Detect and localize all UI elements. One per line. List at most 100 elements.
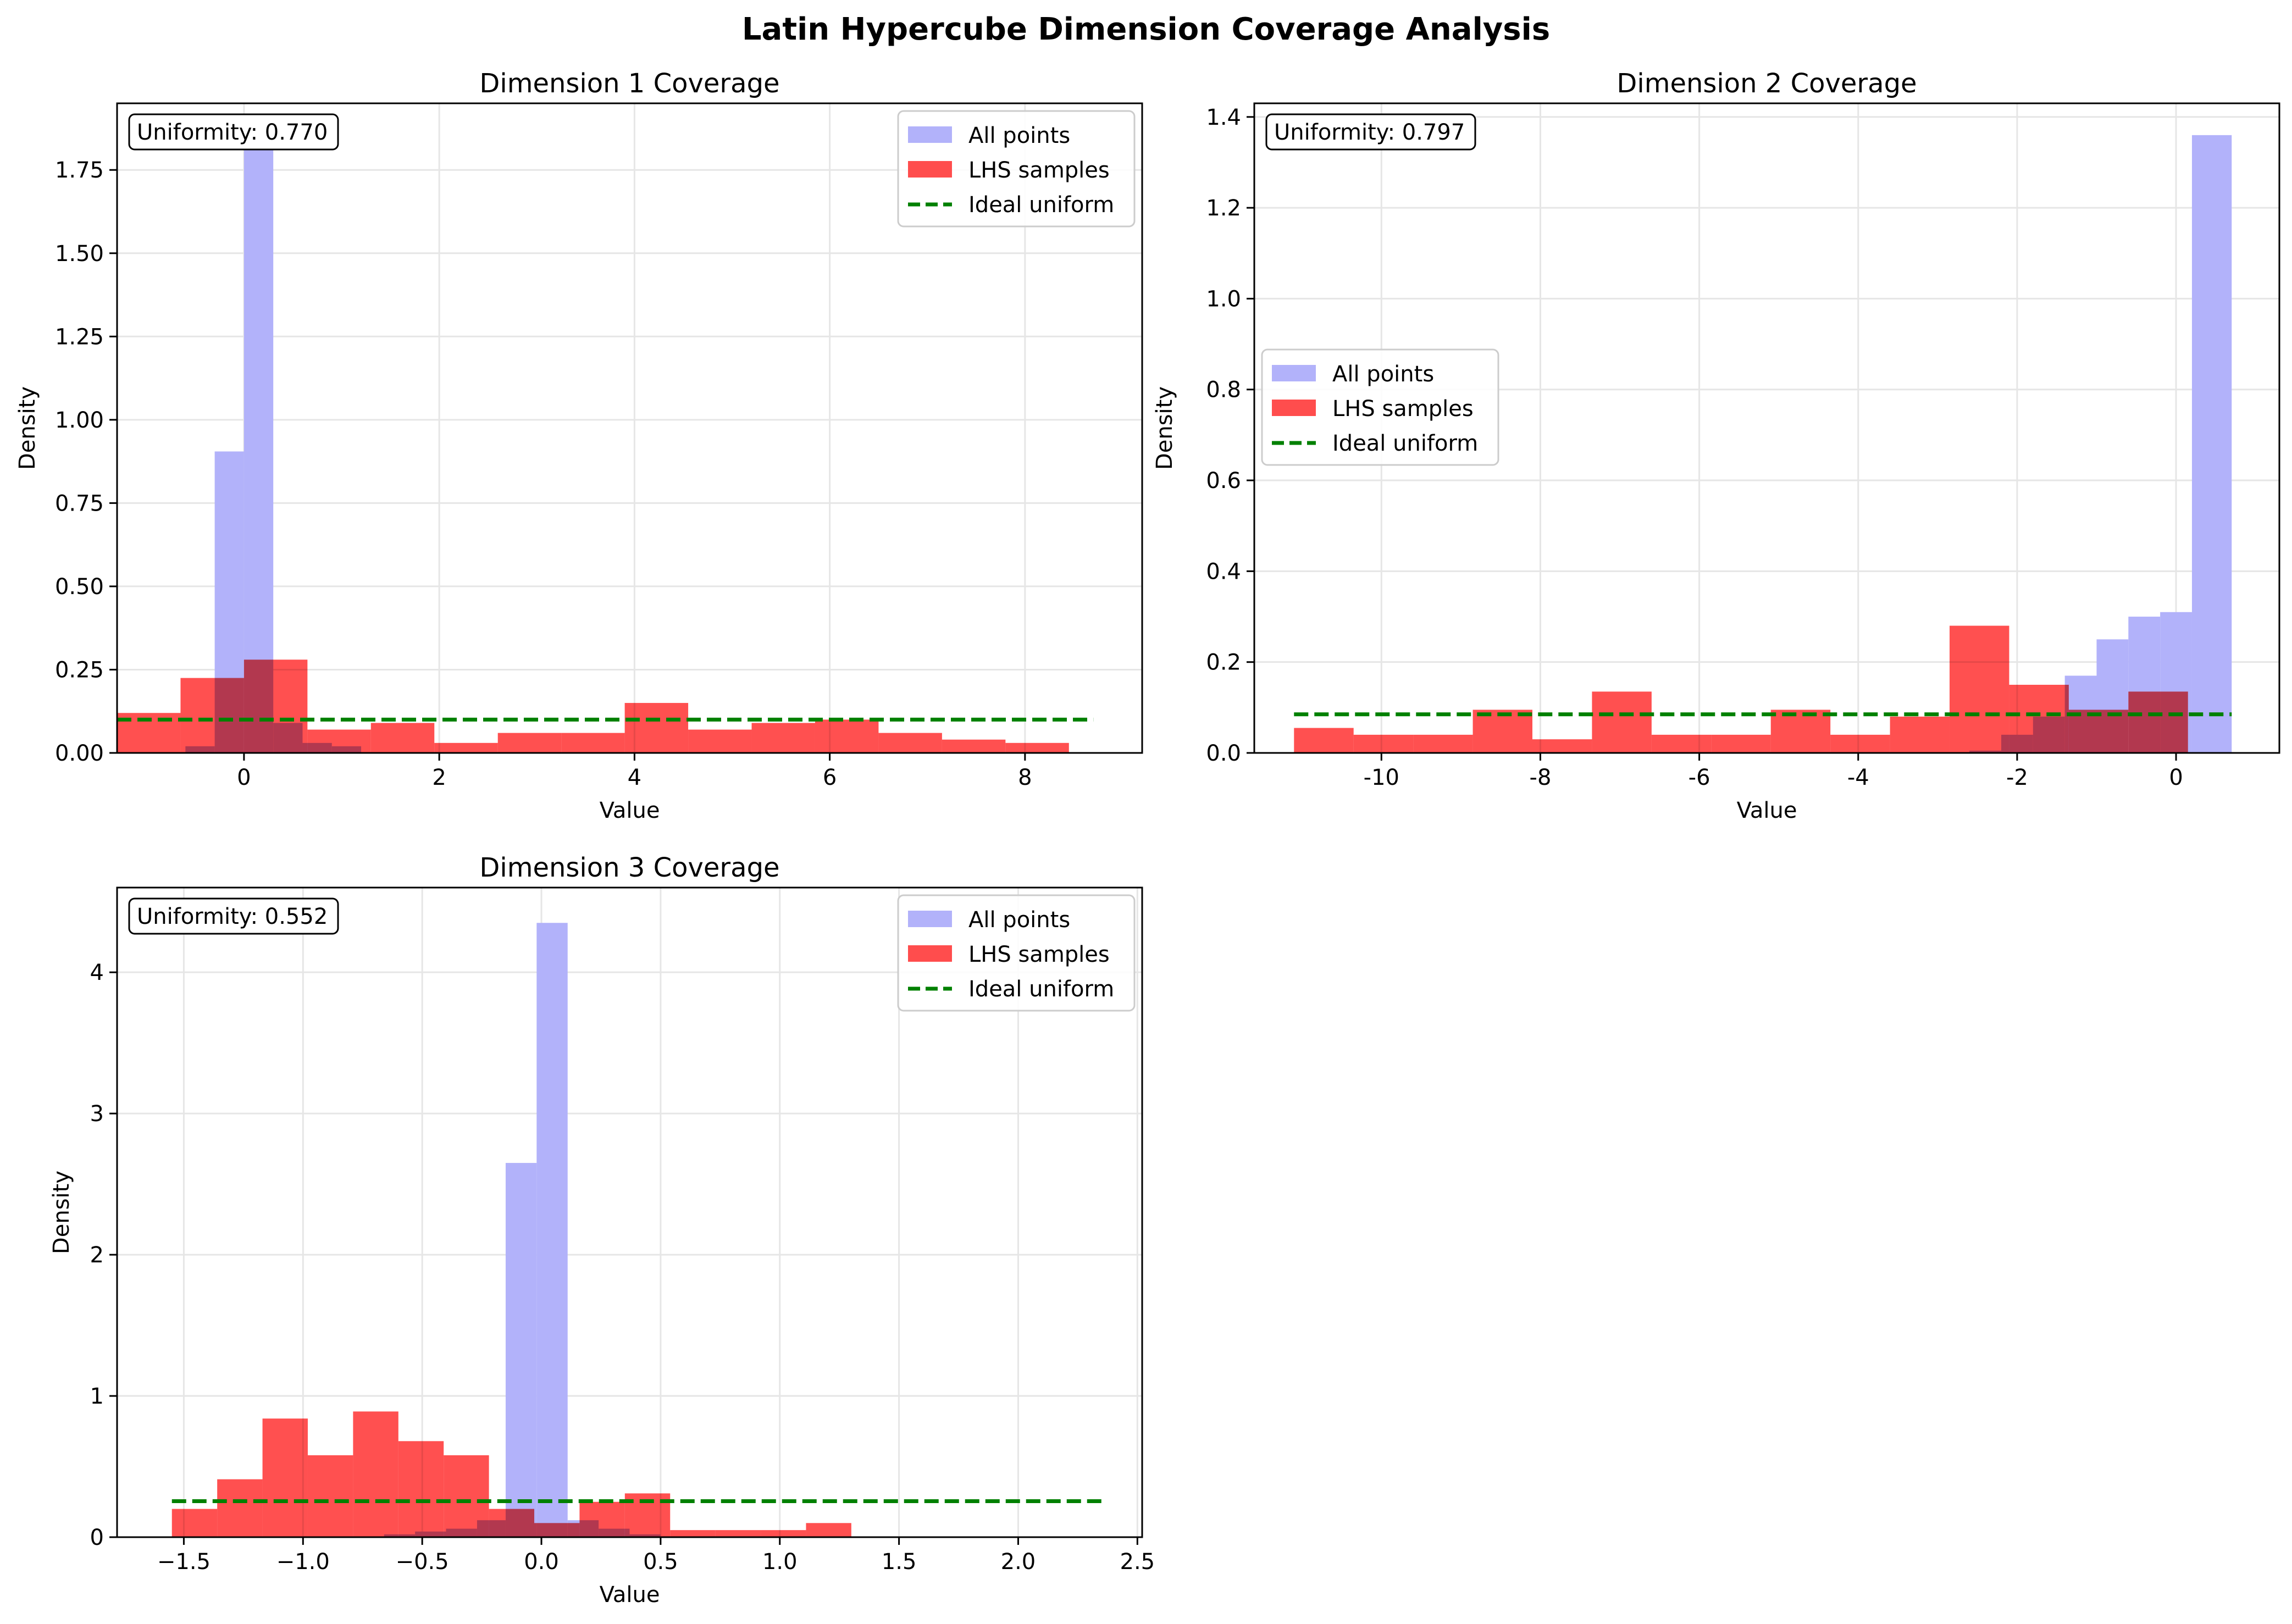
lhs-samples-bar — [243, 659, 308, 753]
legend-label-all-points: All points — [1332, 362, 1434, 387]
legend-label-ideal-uniform: Ideal uniform — [1332, 431, 1478, 456]
legend: All points LHS samples Ideal uniform — [897, 894, 1136, 1012]
lhs-samples-bar — [2009, 685, 2069, 753]
lhs-samples-bar — [1950, 625, 2009, 753]
figure-title: Latin Hypercube Dimension Coverage Analy… — [742, 12, 1550, 47]
uniformity-box-frame — [128, 897, 339, 935]
panel-title: Dimension 3 Coverage — [479, 852, 779, 883]
x-tick-label: 4 — [628, 765, 641, 790]
plot-frame — [1253, 102, 2280, 754]
lhs-samples-bar — [1830, 734, 1890, 753]
legend-label-all-points: All points — [968, 123, 1070, 148]
x-tick-label: 0 — [237, 765, 251, 790]
lhs-samples-bar — [1592, 691, 1652, 753]
lhs-samples-bar — [942, 739, 1006, 753]
lhs-samples-bar — [370, 723, 435, 753]
all-points-bar — [2191, 135, 2232, 753]
x-tick-label: -4 — [1847, 765, 1869, 790]
lhs-samples-bar — [353, 1411, 398, 1537]
y-tick-label: 0 — [90, 1525, 104, 1550]
x-axis-label: Value — [600, 798, 660, 823]
panel-3: Dimension 3 Coverage −1.5 −1.0 −0.5 0.0 0.5 1.… — [49, 852, 1155, 1608]
lhs-samples-bar — [2128, 691, 2188, 753]
lhs-samples-bar — [1532, 739, 1592, 753]
y-tick-label: 0.6 — [1206, 468, 1241, 494]
legend: All points LHS samples Ideal uniform — [1261, 348, 1499, 466]
x-axis-label: Value — [600, 1582, 660, 1608]
uniformity-text: Uniformity: 0.797 — [1274, 120, 1465, 145]
lhs-samples-bar — [579, 1501, 625, 1537]
uniformity-text: Uniformity: 0.552 — [137, 904, 328, 929]
legend-swatch-lhs-samples — [908, 161, 952, 178]
legend: All points LHS samples Ideal uniform — [897, 110, 1136, 228]
y-tick-label: 0.00 — [55, 741, 104, 766]
x-tick-label: 1.0 — [762, 1549, 798, 1575]
lhs-samples-bar — [497, 733, 562, 753]
legend-swatch-all-points — [908, 911, 952, 927]
legend-swatch-lhs-samples — [1272, 400, 1316, 416]
lhs-samples-bar — [2068, 710, 2129, 753]
legend-swatch-all-points — [908, 126, 952, 143]
y-tick-label: 1.75 — [55, 158, 104, 183]
legend-label-ideal-uniform: Ideal uniform — [968, 977, 1114, 1002]
legend-label-lhs-samples: LHS samples — [1332, 396, 1474, 422]
x-tick-label: 2.5 — [1120, 1549, 1155, 1575]
y-tick-label: 0.8 — [1206, 378, 1241, 403]
lhs-samples-bar — [262, 1418, 308, 1537]
y-axis-label: Density — [1152, 386, 1177, 470]
y-tick-label: 1.4 — [1206, 105, 1241, 130]
x-tick-label: −1.0 — [276, 1549, 330, 1575]
x-tick-label: −0.5 — [396, 1549, 449, 1575]
all-points-bar — [536, 923, 568, 1537]
lhs-samples-bar — [806, 1523, 851, 1537]
y-tick-label: 1.00 — [55, 408, 104, 433]
all-points-bar — [243, 133, 274, 753]
uniformity-box-frame — [1265, 113, 1476, 151]
y-axis-label: Density — [15, 386, 40, 470]
x-tick-label: -6 — [1688, 765, 1710, 790]
x-tick-label: 2.0 — [1001, 1549, 1036, 1575]
plot-frame — [116, 886, 1143, 1538]
panel-title: Dimension 2 Coverage — [1616, 68, 1917, 99]
lhs-samples-bar — [670, 1530, 716, 1537]
lhs-samples-bar — [688, 729, 752, 753]
lhs-samples-bar — [1711, 734, 1771, 753]
lhs-samples-bar — [751, 723, 815, 753]
uniformity-box: Uniformity: 0.552 — [128, 897, 339, 935]
legend-frame — [1261, 348, 1499, 466]
panel-1: Dimension 1 Coverage 0 2 4 6 8 0.00 0.25 0.50 0.7… — [15, 68, 1143, 823]
lhs-samples-bar — [1353, 734, 1414, 753]
x-tick-label: 1.5 — [882, 1549, 917, 1575]
x-tick-label: 2 — [432, 765, 446, 790]
y-tick-label: 1.25 — [55, 324, 104, 350]
y-tick-label: 0.75 — [55, 491, 104, 516]
panel-2: Dimension 2 Coverage -10 -8 -6 -4 -2 0 0.0 0.2 0.… — [1152, 68, 2280, 823]
y-tick-label: 0.25 — [55, 657, 104, 683]
lhs-samples-bar — [1890, 716, 1950, 753]
lhs-samples-bar — [1413, 734, 1473, 753]
legend-frame — [897, 110, 1136, 228]
x-tick-label: 0.5 — [643, 1549, 678, 1575]
x-tick-label: -8 — [1530, 765, 1552, 790]
y-tick-label: 1.50 — [55, 241, 104, 267]
lhs-samples-bar — [398, 1441, 444, 1537]
y-tick-label: 4 — [90, 960, 104, 985]
lhs-samples-bar — [434, 742, 498, 753]
x-axis-label: Value — [1737, 798, 1797, 823]
uniformity-box-frame — [128, 113, 339, 151]
uniformity-text: Uniformity: 0.770 — [137, 120, 328, 145]
uniformity-box: Uniformity: 0.797 — [1265, 113, 1476, 151]
lhs-samples-bar — [217, 1479, 263, 1537]
x-tick-label: 8 — [1018, 765, 1032, 790]
y-tick-label: 0.0 — [1206, 741, 1241, 766]
legend-label-all-points: All points — [968, 907, 1070, 933]
y-tick-label: 1.2 — [1206, 196, 1241, 221]
legend-swatch-all-points — [1272, 365, 1316, 381]
y-tick-label: 1 — [90, 1384, 104, 1409]
y-tick-label: 0.2 — [1206, 650, 1241, 675]
legend-label-ideal-uniform: Ideal uniform — [968, 192, 1114, 218]
lhs-samples-bar — [1770, 710, 1831, 753]
lhs-samples-bar — [534, 1523, 580, 1537]
